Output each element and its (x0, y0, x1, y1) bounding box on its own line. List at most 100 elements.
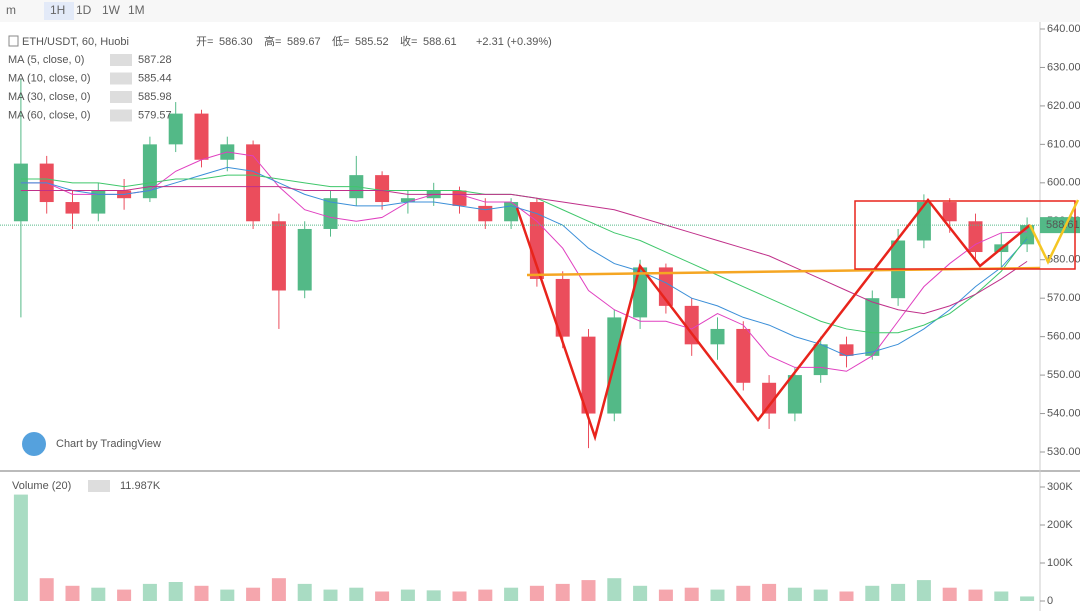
candle-body (633, 267, 648, 318)
legend-name: MA (60, close, 0) (8, 109, 91, 121)
volume-bar (400, 589, 415, 601)
legend-name: MA (5, close, 0) (8, 54, 84, 66)
ma-line (20, 186, 1028, 315)
volume-bar (478, 589, 493, 601)
volume-bar (91, 587, 106, 601)
candle-body (787, 375, 802, 414)
y-tick-label: 100K (1047, 557, 1073, 569)
volume-bar (555, 583, 570, 601)
candle-body (839, 344, 854, 356)
price-tag-bg (1040, 217, 1080, 234)
y-tick-label: 580.00 (1047, 254, 1080, 266)
toolbar-bg (0, 0, 1080, 22)
volume-bar (581, 580, 596, 601)
header-low-label: 低= (332, 35, 349, 48)
legend-icons (110, 91, 132, 103)
legend-icons (110, 72, 132, 85)
header-high: 589.67 (287, 36, 321, 48)
timeframe-button[interactable]: 1D (76, 3, 92, 17)
y-tick-label: 620.00 (1047, 100, 1080, 112)
candle-body (478, 205, 493, 222)
legend-value: 587.28 (138, 54, 172, 66)
legend-value: 579.57 (138, 109, 172, 121)
legend-icons (88, 480, 110, 492)
header-open-label: 开= (196, 36, 213, 48)
candle-body (375, 175, 390, 203)
candle-body (813, 344, 828, 376)
volume-bar (633, 585, 648, 601)
y-tick-label: 550.00 (1047, 369, 1080, 381)
candle-body (13, 163, 28, 222)
legend-name: MA (30, close, 0) (8, 91, 91, 103)
volume-bar (684, 587, 699, 601)
legend-value: 585.44 (138, 72, 172, 84)
candle-body (271, 221, 286, 291)
candle-body (865, 298, 880, 356)
volume-bar (1020, 596, 1035, 601)
volume-bar (504, 587, 519, 601)
volume-bar (607, 578, 622, 601)
legend-value: 585.98 (138, 91, 172, 103)
candle-body (942, 202, 957, 222)
candle-body (400, 198, 415, 203)
header-low: 585.52 (355, 36, 389, 48)
watermark-logo (22, 432, 46, 456)
header-high-label: 高= (264, 34, 281, 48)
volume-bar (787, 587, 802, 601)
timeframe-button[interactable]: 1W (102, 3, 121, 17)
zigzag (515, 197, 1031, 442)
volume-bar (736, 585, 751, 601)
header-close-label: 收= (400, 34, 417, 48)
y-tick-label: 300K (1047, 481, 1073, 493)
y-tick-label: 570.00 (1047, 292, 1080, 304)
volume-name: Volume (20) (12, 480, 71, 492)
timeframe-button[interactable]: m (6, 3, 16, 17)
y-tick-label: 560.00 (1047, 331, 1080, 343)
collapse-icon (8, 35, 19, 47)
candle-body (194, 113, 209, 160)
volume-value: 11.987K (120, 480, 161, 492)
y-tick-label: 600.00 (1047, 177, 1080, 189)
volume-bar (942, 587, 957, 601)
timeframe-button[interactable]: 1M (128, 3, 145, 17)
range-box (854, 200, 1076, 270)
candle-body (65, 202, 80, 214)
timeframe-button[interactable]: 1H (50, 3, 65, 17)
candle-body (323, 198, 338, 229)
candle-body (246, 144, 261, 222)
volume-bar (323, 589, 338, 601)
volume-bar (452, 591, 467, 601)
legend-icons (110, 109, 132, 122)
volume-bar (194, 585, 209, 601)
volume-bar (529, 585, 544, 601)
active-tab (44, 2, 74, 20)
volume-bar (426, 590, 441, 601)
candle-body (916, 202, 931, 241)
volume-bar (142, 583, 157, 601)
header-open: 586.30 (219, 36, 253, 48)
candle-body (452, 190, 467, 206)
volume-bar (13, 494, 28, 601)
header-symbol: ETH/USDT, 60, Huobi (22, 36, 129, 48)
volume-bar (349, 587, 364, 601)
y-tick-label: 0 (1047, 595, 1053, 607)
volume-bar (839, 591, 854, 601)
header-close: 588.61 (423, 36, 457, 48)
candle-body (736, 328, 751, 383)
volume-bar (271, 578, 286, 601)
y-tick-label: 640.00 (1047, 23, 1080, 35)
y-tick-label: 630.00 (1047, 61, 1080, 73)
candle-body (762, 382, 777, 414)
volume-bar (168, 582, 183, 601)
y-tick-label: 530.00 (1047, 446, 1080, 458)
candle-body (504, 202, 519, 222)
volume-bar (762, 583, 777, 601)
ma-line (20, 151, 1028, 372)
candle-body (581, 336, 596, 414)
candle-body (168, 113, 183, 145)
volume-bar (246, 587, 261, 601)
legend-icons (110, 54, 132, 66)
volume-bar (220, 589, 235, 601)
